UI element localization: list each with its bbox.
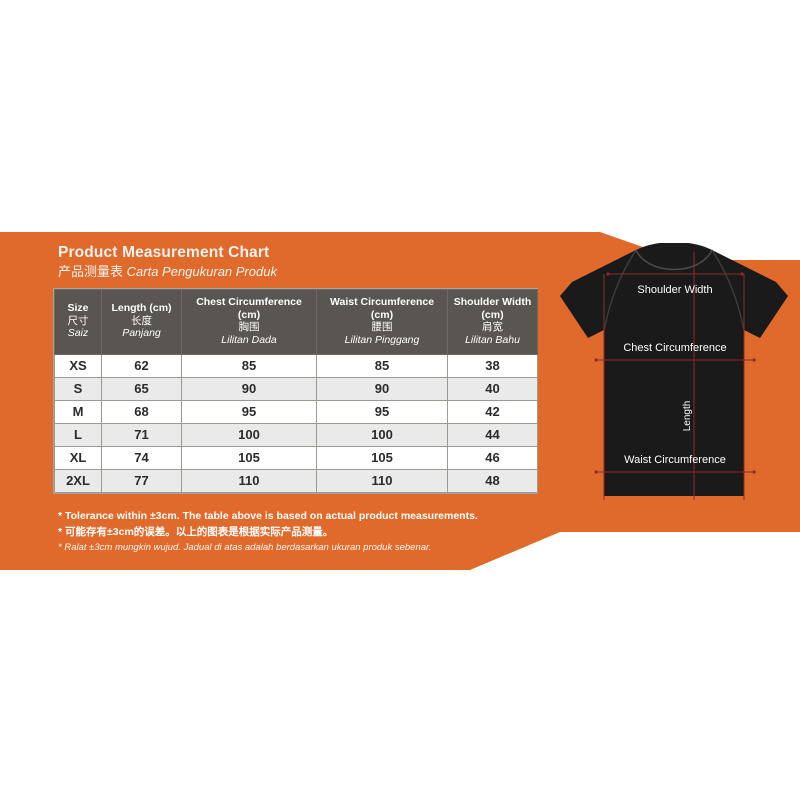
table-row: L 71 100 100 44 xyxy=(54,422,538,447)
footnote-english: * Tolerance within ±3cm. The table above… xyxy=(58,510,478,522)
label-length: Length xyxy=(682,401,693,432)
cell-waist: 100 xyxy=(316,422,448,447)
table-row: 2XL 77 110 110 48 xyxy=(54,468,538,493)
column-header-size-ms: Saiz xyxy=(67,327,89,340)
cell-waist: 95 xyxy=(316,399,448,424)
cell-size: L xyxy=(54,422,102,447)
table-row: XL 74 105 105 46 xyxy=(54,445,538,470)
measurement-table-container: Size 尺寸 Saiz Length (cm) 长度 Panjang Ches… xyxy=(53,288,538,494)
column-header-length: Length (cm) 长度 Panjang xyxy=(101,289,182,355)
cell-shoulder: 42 xyxy=(447,399,538,424)
column-header-shoulder: Shoulder Width (cm) 肩宽 Lilitan Bahu xyxy=(447,289,538,355)
column-header-length-ms: Panjang xyxy=(122,327,161,340)
column-header-length-cn: 长度 xyxy=(131,314,152,327)
cell-waist: 90 xyxy=(316,376,448,401)
cell-chest: 95 xyxy=(181,399,317,424)
cell-size: 2XL xyxy=(54,468,102,493)
cell-shoulder: 44 xyxy=(447,422,538,447)
column-header-chest-ms: Lilitan Dada xyxy=(221,333,277,346)
column-header-shoulder-ms: Lilitan Bahu xyxy=(465,333,520,346)
cell-chest: 90 xyxy=(181,376,317,401)
column-header-waist-cn: 腰围 xyxy=(371,321,393,333)
cell-length: 77 xyxy=(101,468,182,493)
cell-length: 68 xyxy=(101,399,182,424)
page-subtitle-chinese: 产品测量表 xyxy=(58,264,124,279)
tshirt-diagram: Shoulder Width Chest Circumference Waist… xyxy=(548,238,800,530)
cell-length: 71 xyxy=(101,422,182,447)
cell-chest: 105 xyxy=(181,445,317,470)
column-header-chest-en: Chest Circumference (cm) xyxy=(196,296,302,321)
measurement-guides xyxy=(596,252,754,500)
column-header-size: Size 尺寸 Saiz xyxy=(54,289,102,355)
cell-shoulder: 40 xyxy=(447,376,538,401)
page-subtitle: 产品测量表 Carta Pengukuran Produk xyxy=(58,263,277,281)
column-header-chest-cn: 胸围 xyxy=(238,321,260,333)
footnotes-block: * Tolerance within ±3cm. The table above… xyxy=(58,508,528,556)
cell-size: XS xyxy=(54,353,102,378)
page-subtitle-malay: Carta Pengukuran Produk xyxy=(126,264,277,279)
table-row: S 65 90 90 40 xyxy=(54,376,538,401)
label-waist-circumference: Waist Circumference xyxy=(624,454,726,466)
label-shoulder-width: Shoulder Width xyxy=(637,284,712,296)
cell-chest: 100 xyxy=(181,422,317,447)
measurement-table: Size 尺寸 Saiz Length (cm) 长度 Panjang Ches… xyxy=(54,289,538,493)
table-row: M 68 95 95 42 xyxy=(54,399,538,424)
cell-shoulder: 46 xyxy=(447,445,538,470)
footnote-malay: * Ralat ±3cm mungkin wujud. Jadual di at… xyxy=(58,542,432,553)
measurement-guide-endpoints xyxy=(594,272,756,474)
footnote-chinese: * 可能存有±3cm的误差。以上的图表是根据实际产品测量。 xyxy=(58,526,334,538)
column-header-chest: Chest Circumference (cm) 胸围 Lilitan Dada xyxy=(181,289,317,355)
cell-chest: 110 xyxy=(181,468,317,493)
cell-length: 62 xyxy=(101,353,182,378)
column-header-size-cn: 尺寸 xyxy=(67,314,89,327)
cell-length: 74 xyxy=(101,445,182,470)
cell-size: S xyxy=(54,376,102,401)
page-title: Product Measurement Chart xyxy=(58,244,270,261)
chart-title-block: Product Measurement Chart 产品测量表 Carta Pe… xyxy=(58,243,277,281)
cell-waist: 105 xyxy=(316,445,448,470)
table-row: XS 62 85 85 38 xyxy=(54,353,538,378)
column-header-waist: Waist Circumference (cm) 腰围 Lilitan Ping… xyxy=(316,289,448,355)
cell-shoulder: 48 xyxy=(447,468,538,493)
column-header-shoulder-cn: 肩宽 xyxy=(482,321,503,333)
column-header-shoulder-en: Shoulder Width (cm) xyxy=(453,296,532,321)
column-header-size-en: Size xyxy=(67,302,89,315)
column-header-waist-en: Waist Circumference (cm) xyxy=(329,296,435,321)
cell-waist: 85 xyxy=(316,353,448,378)
cell-size: XL xyxy=(54,445,102,470)
cell-chest: 85 xyxy=(181,353,317,378)
cell-shoulder: 38 xyxy=(447,353,538,378)
cell-waist: 110 xyxy=(316,468,448,493)
column-header-waist-ms: Lilitan Pinggang xyxy=(344,333,420,346)
cell-size: M xyxy=(54,399,102,424)
tshirt-silhouette xyxy=(560,243,788,496)
table-header-row: Size 尺寸 Saiz Length (cm) 长度 Panjang Ches… xyxy=(54,289,538,355)
cell-length: 65 xyxy=(101,376,182,401)
column-header-length-en: Length (cm) xyxy=(111,302,172,315)
label-chest-circumference: Chest Circumference xyxy=(623,342,726,354)
